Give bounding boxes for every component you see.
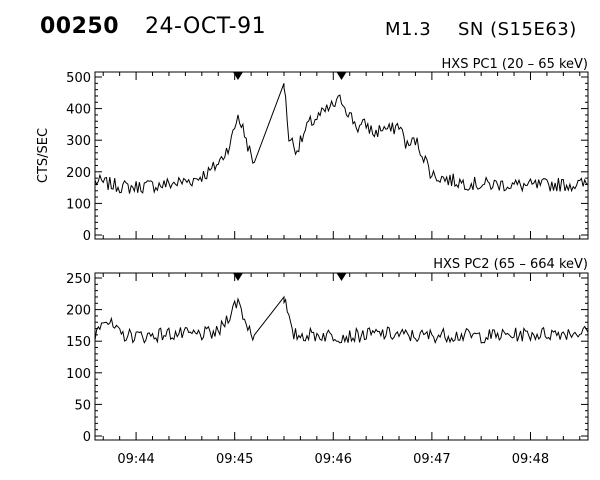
y-tick-label: 100 [66,367,91,382]
x-tick-label: 09:48 [512,452,549,467]
event-id: 00250 [40,14,120,39]
panel-2-series-line [94,295,589,344]
panel-1-frame [94,71,589,240]
y-axis-label: CTS/SEC [36,128,51,183]
y-tick-label: 0 [83,229,91,244]
y-tick-label: 100 [66,197,91,212]
y-tick-label: 150 [66,335,91,350]
y-tick-label: 200 [66,166,91,181]
time-marker [232,72,243,80]
flare-location: SN (S15E63) [458,19,577,40]
y-tick-label: 200 [66,304,91,319]
time-marker [336,72,347,80]
panel-1-series-line [94,83,589,194]
event-date: 24-OCT-91 [145,14,267,39]
y-tick-label: 50 [74,398,91,413]
time-marker [232,273,243,281]
y-tick-label: 250 [66,272,91,287]
time-marker [336,273,347,281]
y-tick-label: 400 [66,103,91,118]
x-tick-label: 09:47 [413,452,450,467]
y-tick-label: 300 [66,134,91,149]
panel-1-title: HXS PC1 (20 – 65 keV) [442,57,588,72]
y-tick-label: 0 [83,430,91,445]
panel-2-frame [94,272,589,441]
y-tick-label: 500 [66,71,91,86]
x-tick-label: 09:46 [315,452,352,467]
panel-2-title: HXS PC2 (65 – 664 keV) [433,257,588,272]
x-tick-label: 09:45 [216,452,253,467]
x-tick-label: 09:44 [117,452,154,467]
flare-class: M1.3 [385,19,432,40]
